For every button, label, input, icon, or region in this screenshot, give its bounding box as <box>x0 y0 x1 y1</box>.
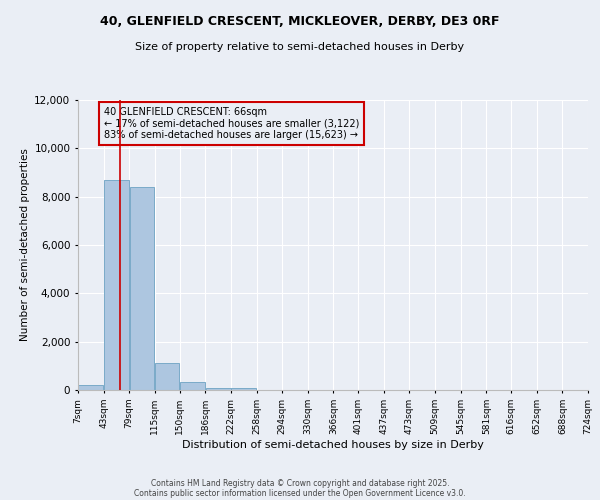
Bar <box>206 388 230 390</box>
Bar <box>104 180 129 390</box>
Bar <box>79 385 103 390</box>
Text: Contains HM Land Registry data © Crown copyright and database right 2025.: Contains HM Land Registry data © Crown c… <box>151 478 449 488</box>
X-axis label: Distribution of semi-detached houses by size in Derby: Distribution of semi-detached houses by … <box>182 440 484 450</box>
Text: 40 GLENFIELD CRESCENT: 66sqm
← 17% of semi-detached houses are smaller (3,122)
8: 40 GLENFIELD CRESCENT: 66sqm ← 17% of se… <box>104 108 359 140</box>
Bar <box>180 382 205 390</box>
Bar <box>155 364 179 390</box>
Bar <box>231 388 256 390</box>
Bar <box>130 187 154 390</box>
Text: 40, GLENFIELD CRESCENT, MICKLEOVER, DERBY, DE3 0RF: 40, GLENFIELD CRESCENT, MICKLEOVER, DERB… <box>100 15 500 28</box>
Y-axis label: Number of semi-detached properties: Number of semi-detached properties <box>20 148 30 342</box>
Text: Size of property relative to semi-detached houses in Derby: Size of property relative to semi-detach… <box>136 42 464 52</box>
Text: Contains public sector information licensed under the Open Government Licence v3: Contains public sector information licen… <box>134 488 466 498</box>
